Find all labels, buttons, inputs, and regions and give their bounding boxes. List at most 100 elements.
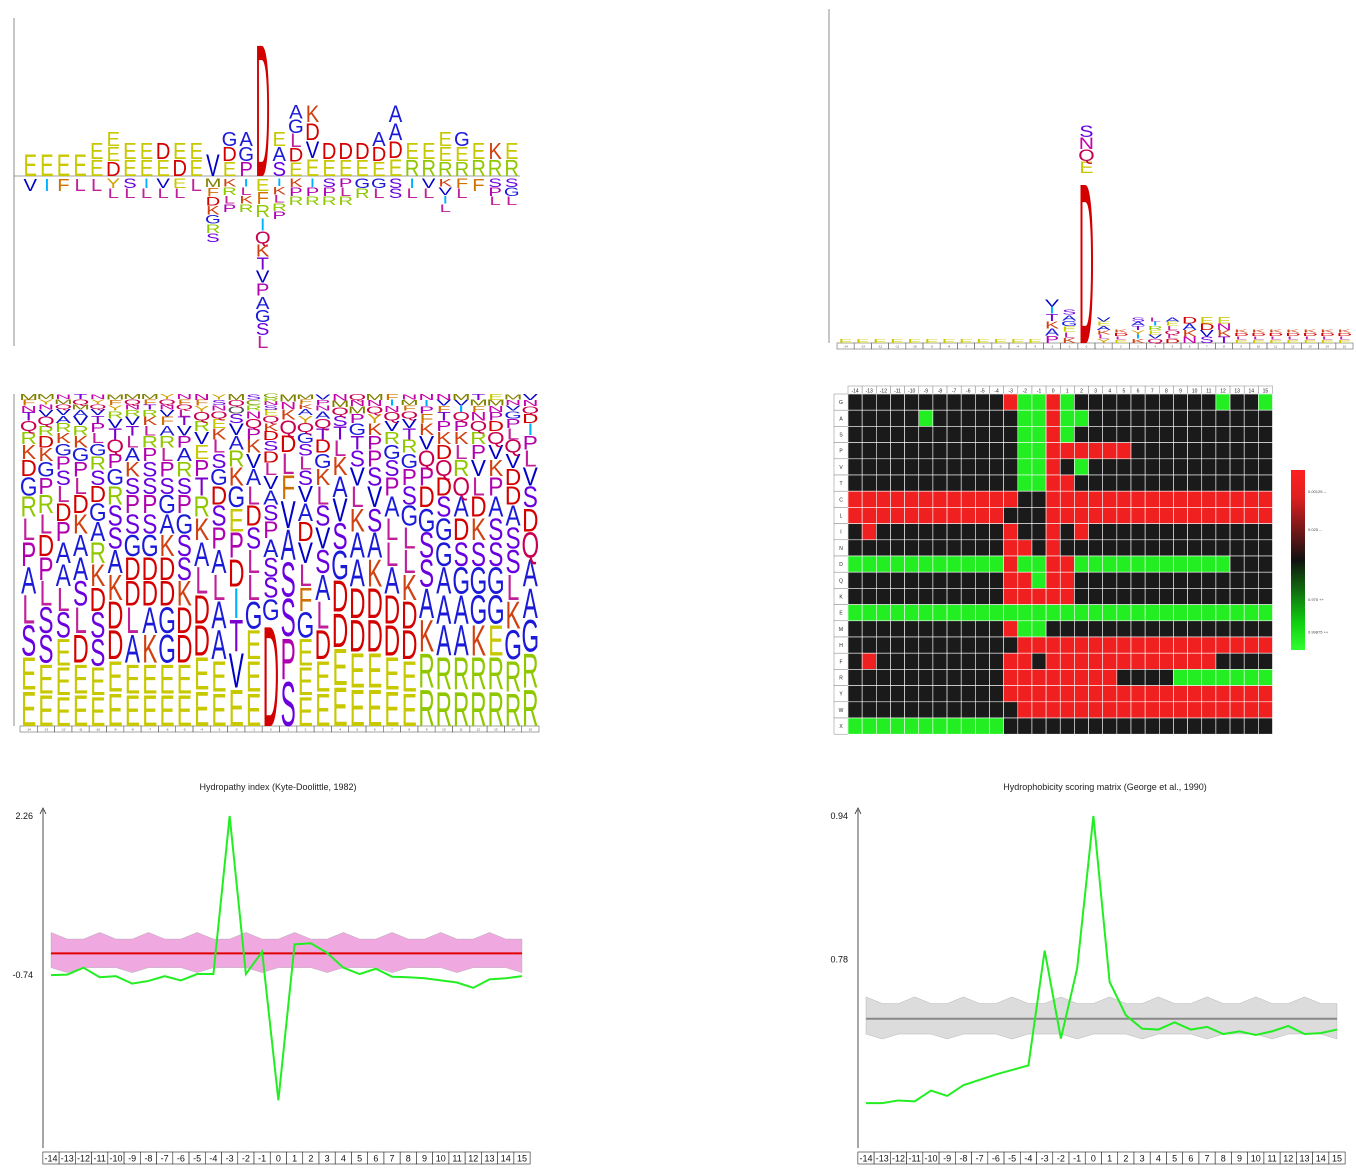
logo2-letter: K <box>1251 328 1266 333</box>
heatmap-cell <box>1102 426 1118 443</box>
heatmap-cell <box>904 588 920 605</box>
heatmap-cell <box>1031 604 1047 622</box>
logo2-tick-label: -13 <box>861 345 866 349</box>
logo3-letter: I <box>389 399 395 408</box>
heatmap-cell <box>1003 571 1019 589</box>
heatmap-cell <box>946 426 962 443</box>
logo3-letter: K <box>142 627 157 671</box>
logo2-letter: L <box>1270 335 1282 340</box>
logo1-letter: E <box>190 138 204 165</box>
heatmap-cell <box>847 409 863 427</box>
logo2-tick-box <box>1335 342 1354 350</box>
heatmap-cell <box>1130 669 1146 686</box>
logo1-letter: G <box>504 185 520 199</box>
logo3-letter: E <box>402 684 417 736</box>
logo1-letter: D <box>222 144 237 166</box>
heatmap-cell <box>1243 507 1259 524</box>
logo1-letter: I <box>44 176 50 195</box>
hydrophobicity-x-tick: -13 <box>876 1154 889 1164</box>
logo3-letter: R <box>470 682 486 737</box>
logo1-letter: R <box>338 194 353 208</box>
logo3-letter: E <box>367 645 382 699</box>
heatmap-cell <box>989 523 1004 541</box>
logo3-letter: G <box>383 441 401 464</box>
logo3-letter: R <box>470 429 486 448</box>
logo3-letter: G <box>504 409 522 421</box>
heatmap-cell <box>1059 555 1075 573</box>
logo3-letter: A <box>332 470 348 504</box>
logo3-letter: N <box>384 404 400 414</box>
heatmap-colorbar-label: 0.00125 -- <box>1308 489 1327 494</box>
logo3-letter: E <box>263 409 278 418</box>
heatmap-cell <box>890 539 905 557</box>
logo2-tick-label: 4 <box>1154 345 1156 349</box>
hydropathy-x-tick: 13 <box>485 1154 495 1164</box>
heatmap-cell <box>932 507 948 524</box>
logo3-letter: R <box>20 429 36 448</box>
hydrophobicity-x-tick: 7 <box>1205 1154 1210 1164</box>
logo3-letter: Q <box>89 403 107 411</box>
heatmap-cell <box>975 490 990 508</box>
heatmap-cell <box>946 409 962 427</box>
heatmap-cell <box>861 474 877 492</box>
logo3-letter: K <box>419 610 434 662</box>
heatmap-cell <box>1116 458 1132 476</box>
logo3-letter: Q <box>54 403 72 411</box>
logo3-letter: E <box>211 653 226 702</box>
logo1-letter: I <box>442 194 448 207</box>
heatmap-cell <box>946 442 962 460</box>
logo3-letter: L <box>57 582 70 620</box>
heatmap-cell <box>1215 507 1231 524</box>
heatmap-cell <box>1003 604 1019 622</box>
logo1-letter: R <box>438 159 453 181</box>
logo3-letter: R <box>488 682 504 737</box>
heatmap-cell <box>1243 685 1259 703</box>
logo3-letter: S <box>436 492 451 523</box>
heatmap-cell <box>975 604 990 622</box>
logo3-letter: G <box>400 501 418 532</box>
heatmap-cell <box>1017 442 1033 460</box>
heatmap-cell <box>1003 426 1019 443</box>
heatmap-cell <box>1003 393 1019 411</box>
logo3-letter: M <box>227 393 246 402</box>
logo3-letter: R <box>522 645 538 699</box>
heatmap-cell <box>1258 571 1273 589</box>
heatmap-cell <box>1074 571 1089 589</box>
heatmap-cell <box>847 685 863 703</box>
logo3-letter: L <box>403 544 416 582</box>
heatmap-cell <box>1144 523 1160 541</box>
heatmap-cell <box>1258 474 1273 492</box>
logo1-letter: G <box>454 129 470 151</box>
logo2-letter: E <box>839 338 853 344</box>
heatmap-cell <box>1229 571 1245 589</box>
logo3-letter: F <box>299 398 313 406</box>
logo2-tick-label: -2 <box>1051 345 1054 349</box>
hydropathy-x-tick: -11 <box>94 1154 106 1164</box>
heatmap-cell <box>1201 393 1217 411</box>
logo3-letter: Q <box>193 410 211 423</box>
logo1-letter: L <box>456 185 467 201</box>
logo1-letter: G <box>371 175 387 191</box>
logo3-letter: A <box>367 527 382 566</box>
heatmap-y-label: E <box>839 611 843 617</box>
heatmap-cell <box>975 539 990 557</box>
heatmap-cell <box>1215 588 1231 605</box>
heatmap-cell <box>1074 490 1089 508</box>
logo3-letter: M <box>486 399 505 408</box>
logo3-letter: D <box>211 482 227 511</box>
logo3-letter: M <box>331 399 350 409</box>
heatmap-cell <box>1215 458 1231 476</box>
logo2-letter: L <box>1098 334 1110 340</box>
heatmap-cell <box>847 636 863 654</box>
logo3-letter: E <box>142 657 157 703</box>
logo2-letter: K <box>1045 320 1059 331</box>
logo3-letter: F <box>402 404 416 413</box>
logo1-letter: A <box>256 294 270 314</box>
heatmap-cell <box>1130 620 1146 638</box>
heatmap-cell <box>875 571 891 589</box>
logo3-letter: S <box>263 573 278 604</box>
heatmap-cell <box>1173 636 1188 654</box>
logo3-letter: G <box>176 509 194 540</box>
logo3-letter: E <box>125 687 140 736</box>
logo3-letter: D <box>263 449 279 467</box>
